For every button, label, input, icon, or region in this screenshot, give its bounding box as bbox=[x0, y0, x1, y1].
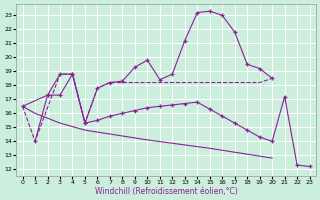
X-axis label: Windchill (Refroidissement éolien,°C): Windchill (Refroidissement éolien,°C) bbox=[95, 187, 237, 196]
